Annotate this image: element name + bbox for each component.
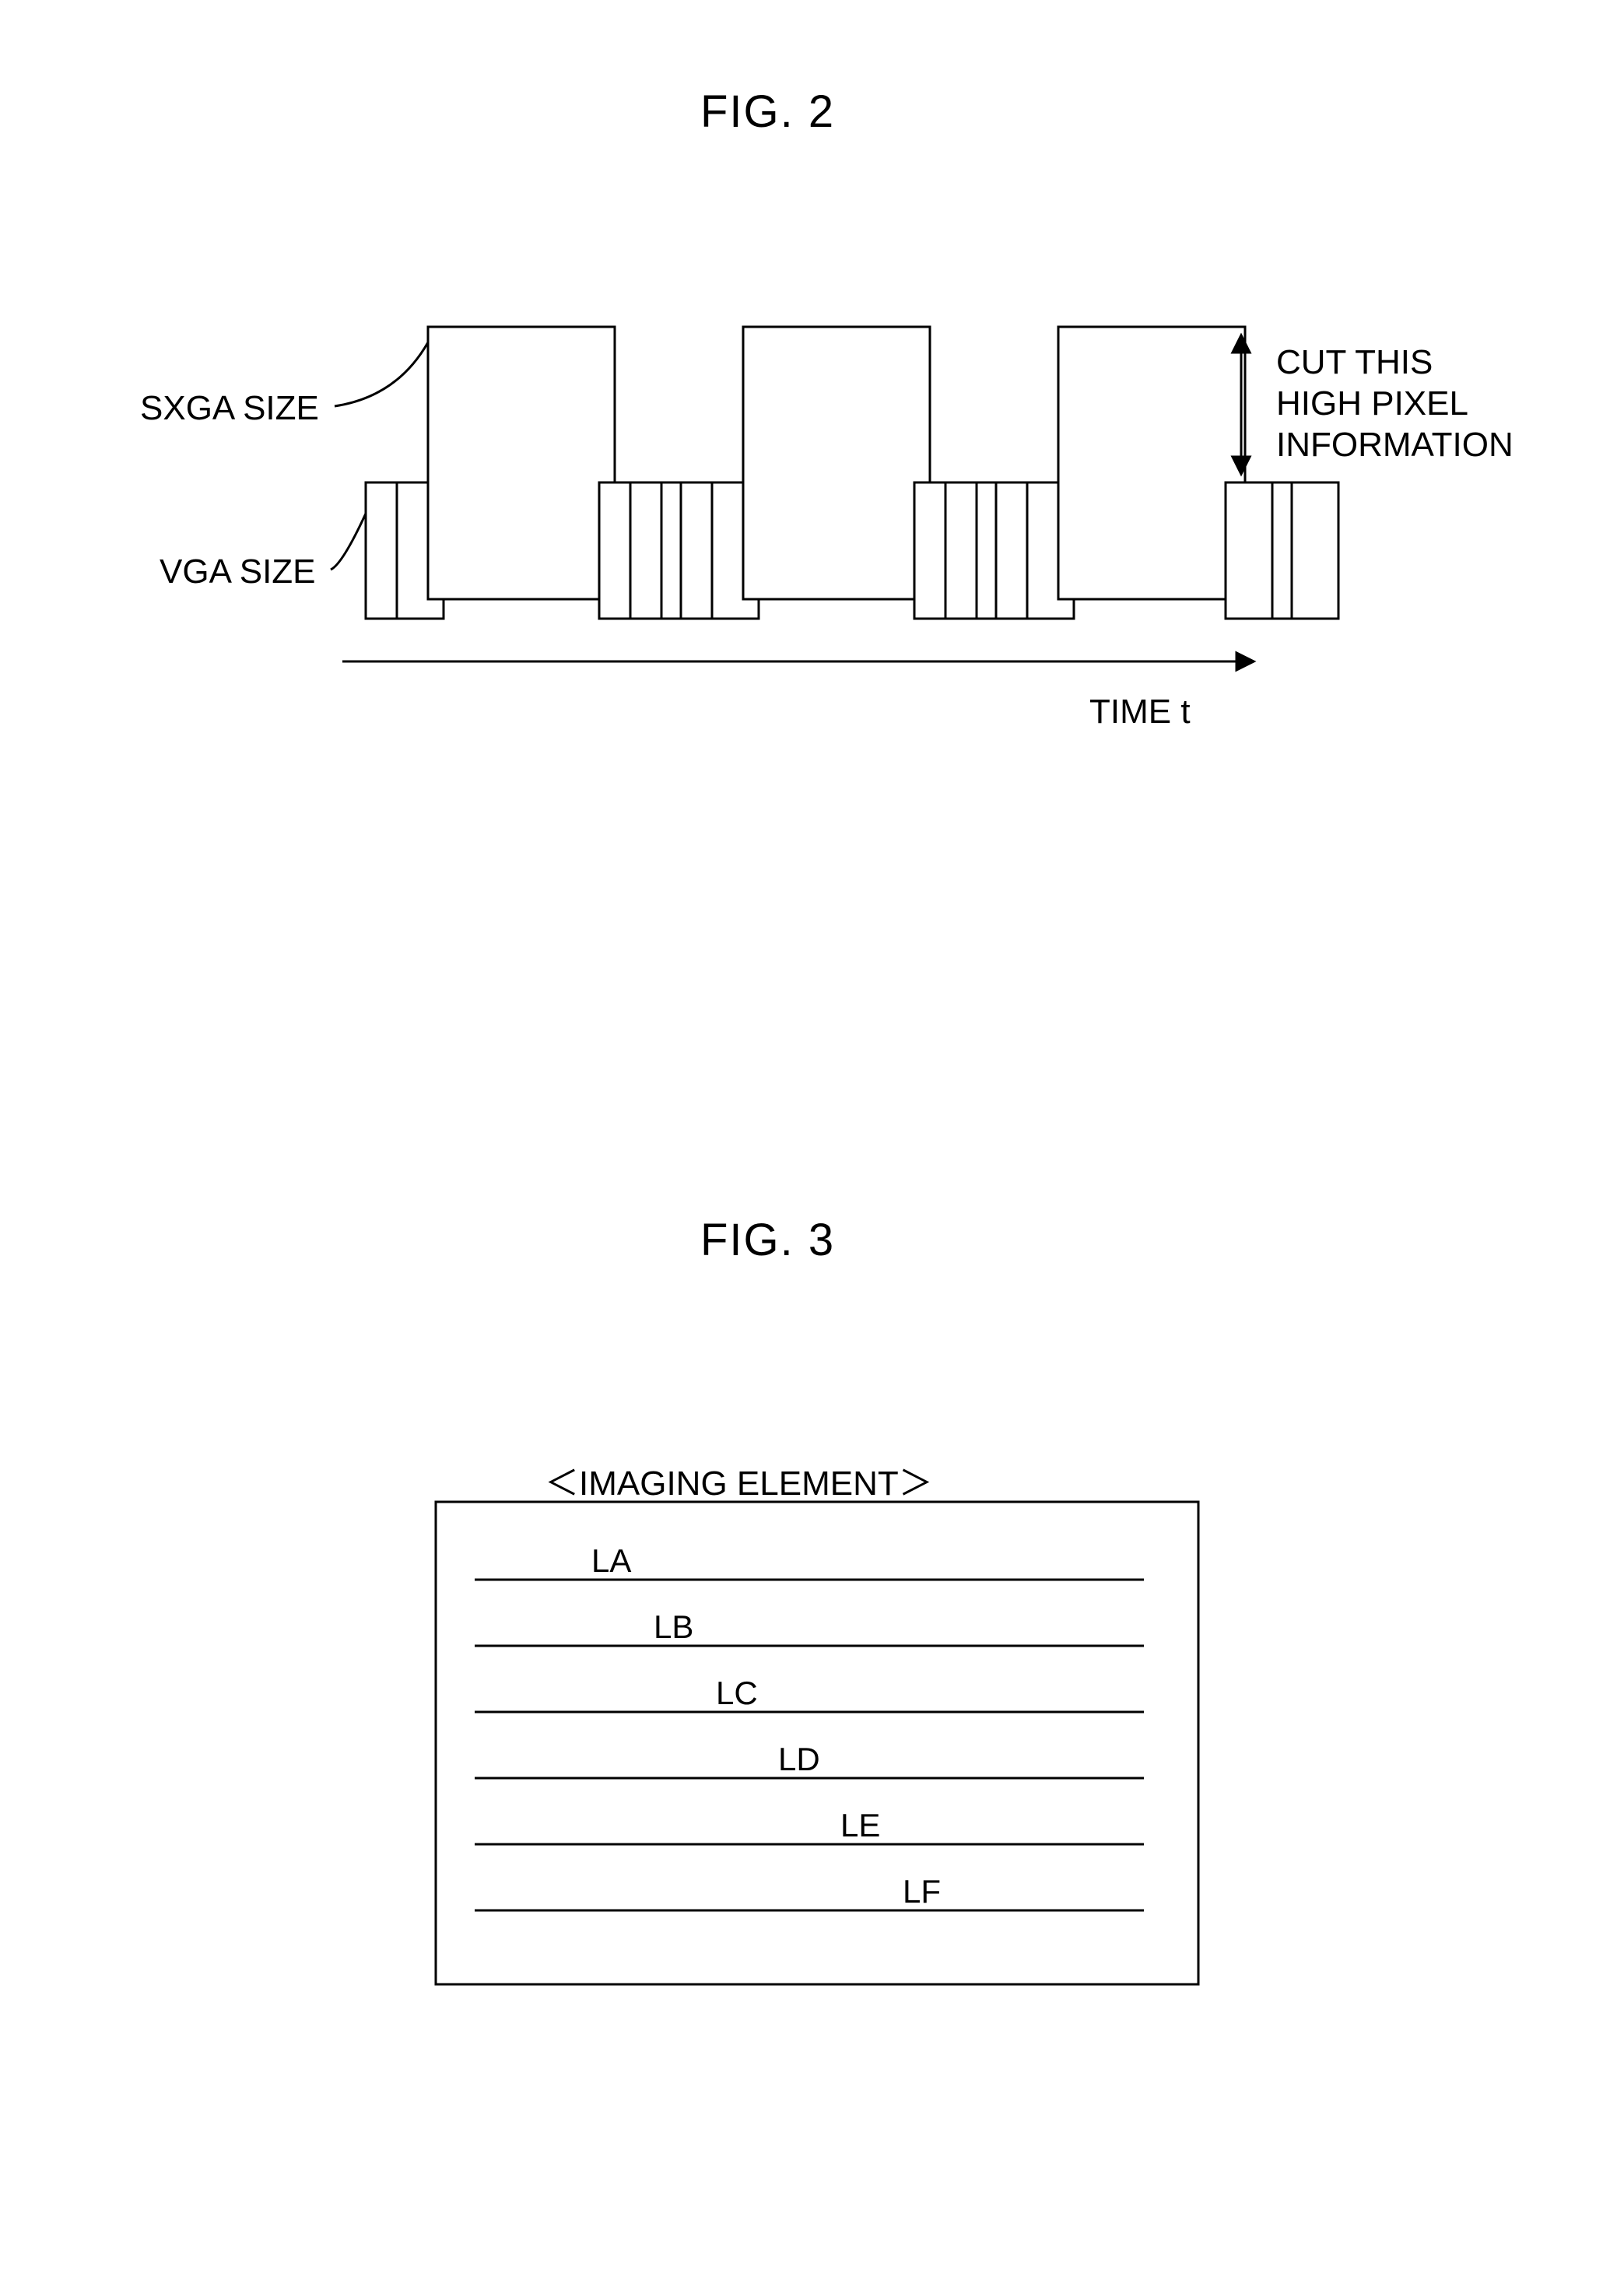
imaging-line-label: LC bbox=[716, 1675, 758, 1712]
imaging-line-label: LB bbox=[654, 1608, 693, 1646]
fig3-diagram bbox=[0, 0, 1624, 2273]
imaging-line-label: LD bbox=[778, 1741, 820, 1778]
page: FIG. 2 SXGA SIZE VGA SIZE CUT THIS HIGH … bbox=[0, 0, 1624, 2273]
imaging-line-label: LF bbox=[903, 1873, 941, 1910]
imaging-line-label: LA bbox=[591, 1542, 631, 1580]
imaging-line-label: LE bbox=[840, 1807, 880, 1844]
